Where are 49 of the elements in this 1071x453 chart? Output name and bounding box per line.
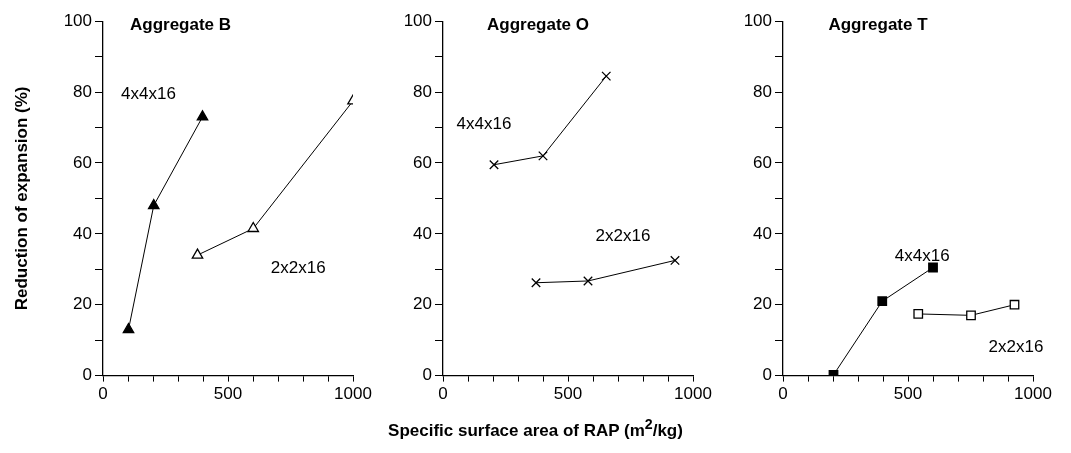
chart-title: Aggregate O bbox=[486, 14, 590, 34]
y-tick-label: 100 bbox=[743, 10, 772, 30]
x-tick-label: 0 bbox=[778, 384, 788, 404]
x-tick-label: 1000 bbox=[1014, 384, 1052, 404]
y-tick-label: 20 bbox=[413, 294, 432, 314]
point bbox=[601, 71, 612, 82]
point bbox=[489, 159, 499, 170]
point bbox=[538, 150, 548, 161]
y-tick-label: 40 bbox=[753, 223, 772, 243]
point bbox=[147, 198, 160, 210]
x-tick-label: 500 bbox=[213, 384, 243, 404]
point bbox=[247, 221, 260, 233]
y-tick-label: 40 bbox=[413, 223, 432, 243]
y-tick-label: 0 bbox=[762, 365, 772, 385]
y-tick-label: 100 bbox=[63, 10, 92, 30]
y-tick-label: 0 bbox=[82, 365, 92, 385]
x-tick-label: 0 bbox=[438, 384, 448, 404]
y-tick-label: 80 bbox=[413, 81, 432, 101]
y-tick-label: 80 bbox=[73, 81, 92, 101]
series-label: 4x4x16 bbox=[456, 114, 512, 134]
series-label: 4x4x16 bbox=[121, 84, 176, 104]
point bbox=[196, 110, 209, 121]
chart-title: Aggregate B bbox=[129, 14, 232, 34]
y-tick-label: 60 bbox=[413, 152, 432, 172]
y-tick-label: 0 bbox=[422, 365, 432, 385]
y-tick-label: 20 bbox=[753, 294, 772, 314]
y-tick-label: 100 bbox=[403, 10, 432, 30]
x-tick-label: 0 bbox=[98, 384, 108, 404]
y-axis-title: Reduction of expansion (%) bbox=[11, 86, 31, 311]
series-label: 4x4x16 bbox=[894, 245, 950, 265]
x-tick-label: 1000 bbox=[674, 384, 712, 404]
x-tick-label: 500 bbox=[893, 384, 923, 404]
series-label: 2x2x16 bbox=[595, 225, 651, 245]
y-tick-label: 20 bbox=[73, 294, 92, 314]
point bbox=[583, 276, 593, 286]
point bbox=[670, 255, 680, 266]
y-tick-label: 40 bbox=[73, 223, 92, 243]
series-label: 2x2x16 bbox=[988, 337, 1044, 357]
y-tick-label: 60 bbox=[753, 152, 772, 172]
chart-title: Aggregate T bbox=[828, 14, 929, 34]
y-tick-label: 60 bbox=[73, 152, 92, 172]
point bbox=[531, 277, 541, 288]
y-tick-label: 80 bbox=[753, 81, 772, 101]
series-label: 2x2x16 bbox=[270, 258, 326, 278]
x-tick-label: 1000 bbox=[334, 384, 372, 404]
x-tick-label: 500 bbox=[553, 384, 583, 404]
x-axis-title: Specific surface area of RAP (m$^{2}$/kg) bbox=[387, 416, 684, 441]
point bbox=[122, 322, 135, 334]
point bbox=[191, 248, 204, 259]
